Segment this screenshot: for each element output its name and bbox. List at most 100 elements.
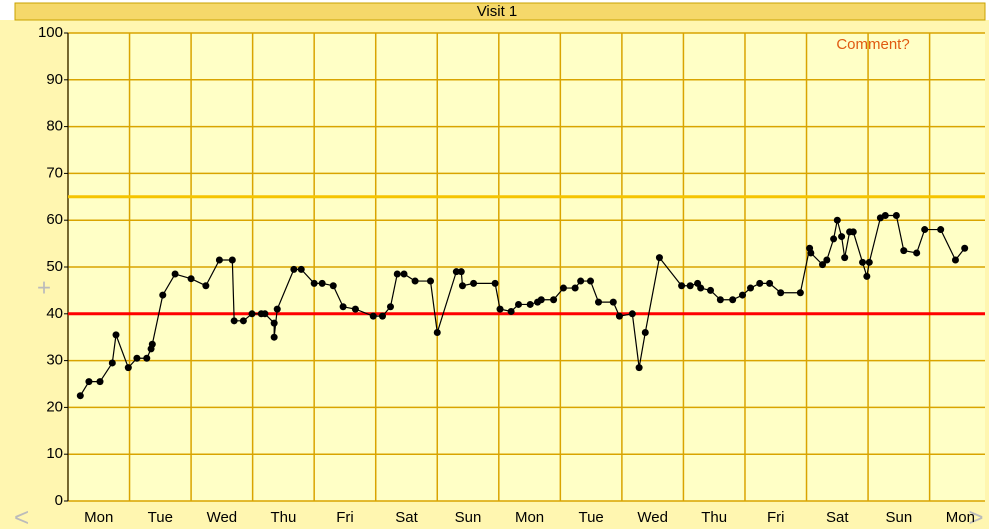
x-tick-label: Sun xyxy=(885,509,912,526)
zoom-in-icon[interactable]: + xyxy=(37,274,51,301)
data-point xyxy=(807,249,815,257)
x-tick-label: Thu xyxy=(270,509,296,526)
data-point xyxy=(96,378,104,386)
y-tick-label: 60 xyxy=(46,211,63,228)
data-point xyxy=(386,303,394,311)
y-tick-label: 100 xyxy=(38,24,63,41)
data-point xyxy=(697,284,705,292)
data-point xyxy=(766,279,774,287)
data-point xyxy=(628,310,636,318)
data-point xyxy=(230,317,238,325)
y-tick-label: 30 xyxy=(46,352,63,369)
y-tick-label: 70 xyxy=(46,164,63,181)
data-point xyxy=(378,312,386,320)
data-point xyxy=(577,277,585,285)
chart-title: Visit 1 xyxy=(477,3,518,20)
data-point xyxy=(526,300,534,308)
data-point xyxy=(571,284,579,292)
data-point xyxy=(686,282,694,290)
data-point xyxy=(756,279,764,287)
data-point xyxy=(108,359,116,367)
data-point xyxy=(609,298,617,306)
data-point xyxy=(777,289,785,297)
data-point xyxy=(457,268,465,276)
header-bar xyxy=(14,2,986,21)
y-tick-label: 20 xyxy=(46,398,63,415)
data-point xyxy=(550,296,558,304)
data-point xyxy=(961,244,969,252)
x-tick-label: Sat xyxy=(395,509,418,526)
x-tick-label: Thu xyxy=(701,509,727,526)
data-point xyxy=(270,319,278,327)
data-point xyxy=(159,291,167,299)
data-point xyxy=(716,296,724,304)
data-point xyxy=(892,212,900,220)
x-tick-label: Sun xyxy=(455,509,482,526)
data-point xyxy=(823,256,831,264)
data-point xyxy=(426,277,434,285)
data-point xyxy=(841,254,849,262)
prev-arrow[interactable]: < xyxy=(14,502,29,529)
data-point xyxy=(729,296,737,304)
x-tick-label: Wed xyxy=(207,509,238,526)
x-tick-label: Fri xyxy=(767,509,785,526)
y-tick-label: 80 xyxy=(46,118,63,135)
data-point xyxy=(452,268,460,276)
data-point xyxy=(496,305,504,313)
data-point xyxy=(635,364,643,372)
data-point xyxy=(863,272,871,280)
data-point xyxy=(171,270,179,278)
data-point xyxy=(228,256,236,264)
x-tick-label: Mon xyxy=(515,509,544,526)
data-point xyxy=(202,282,210,290)
data-point xyxy=(369,312,377,320)
data-point xyxy=(351,305,359,313)
data-point xyxy=(595,298,603,306)
y-tick-label: 90 xyxy=(46,71,63,88)
data-point xyxy=(859,258,867,266)
data-point xyxy=(559,284,567,292)
y-tick-label: 40 xyxy=(46,305,63,322)
data-point xyxy=(937,226,945,234)
data-point xyxy=(393,270,401,278)
data-point xyxy=(514,300,522,308)
data-point xyxy=(537,296,545,304)
data-point xyxy=(400,270,408,278)
data-point xyxy=(339,303,347,311)
x-tick-label: Tue xyxy=(148,509,173,526)
data-point xyxy=(187,275,195,283)
data-point xyxy=(951,256,959,264)
y-tick-label: 0 xyxy=(55,492,63,509)
data-point xyxy=(849,228,857,236)
data-point xyxy=(248,310,256,318)
data-point xyxy=(310,279,318,287)
next-arrow[interactable]: > xyxy=(968,502,983,529)
x-tick-label: Fri xyxy=(336,509,354,526)
data-point xyxy=(796,289,804,297)
x-tick-label: Tue xyxy=(578,509,603,526)
data-point xyxy=(133,354,141,362)
data-point xyxy=(587,277,595,285)
data-point xyxy=(261,310,269,318)
data-point xyxy=(678,282,686,290)
data-point xyxy=(900,247,908,255)
y-tick-label: 10 xyxy=(46,445,63,462)
data-point xyxy=(833,216,841,224)
x-tick-label: Sat xyxy=(826,509,849,526)
data-point xyxy=(865,258,873,266)
data-point xyxy=(641,329,649,337)
data-point xyxy=(411,277,419,285)
data-point xyxy=(470,279,478,287)
data-point xyxy=(507,307,515,315)
data-point xyxy=(819,261,827,269)
data-point xyxy=(739,291,747,299)
data-point xyxy=(290,265,298,273)
data-point xyxy=(830,235,838,243)
data-point xyxy=(76,392,84,400)
data-point xyxy=(615,312,623,320)
data-point xyxy=(838,233,846,241)
data-point xyxy=(747,284,755,292)
data-point xyxy=(148,340,156,348)
data-point xyxy=(215,256,223,264)
